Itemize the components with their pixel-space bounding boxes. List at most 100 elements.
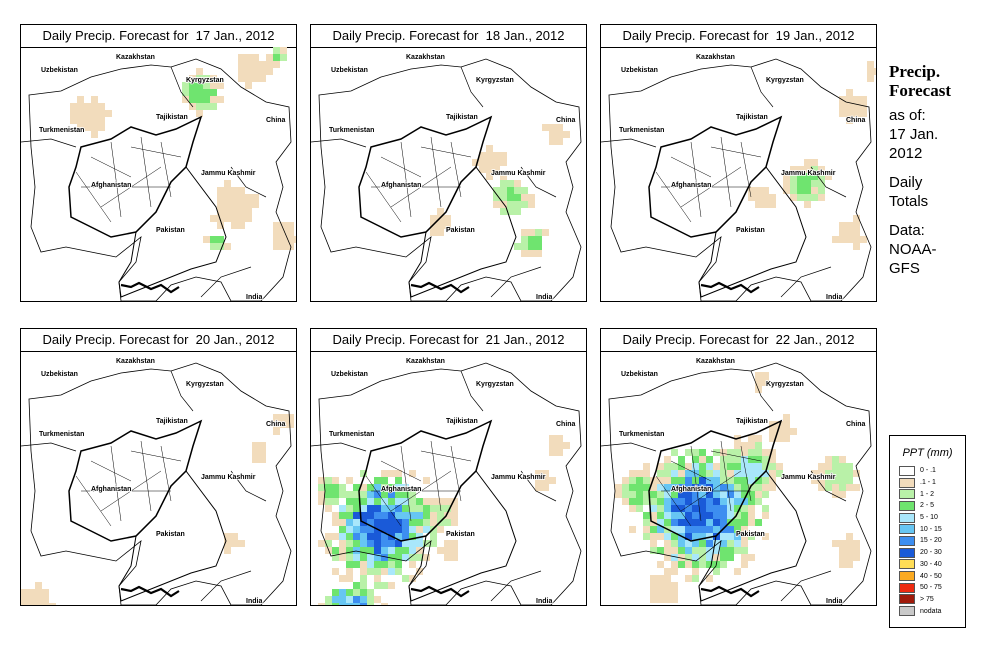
precip-cell — [563, 131, 570, 138]
precip-cell — [755, 463, 762, 470]
precip-cell — [811, 470, 818, 477]
heading-line-1: Precip. — [889, 62, 941, 81]
data-line-3: GFS — [889, 260, 920, 277]
country-label-afghanistan: Afghanistan — [381, 182, 421, 189]
precip-cell — [189, 75, 196, 82]
precip-cell — [741, 554, 748, 561]
secondary-borders — [601, 370, 847, 602]
precip-cell — [514, 180, 521, 187]
precip-cell — [493, 166, 500, 173]
precip-cell — [182, 96, 189, 103]
precip-cell — [650, 498, 657, 505]
precip-cell — [388, 547, 395, 554]
precip-cell — [860, 110, 867, 117]
precip-cell — [416, 505, 423, 512]
precip-cell — [381, 477, 388, 484]
precip-cell — [720, 498, 727, 505]
precip-cell — [346, 512, 353, 519]
secondary-borders — [601, 66, 847, 298]
precip-cell — [416, 498, 423, 505]
precip-cell — [451, 519, 458, 526]
province-line — [140, 440, 152, 512]
precip-cell — [245, 82, 252, 89]
precip-cell — [451, 540, 458, 547]
precip-cell — [762, 477, 769, 484]
precip-cell — [451, 505, 458, 512]
province-lines — [75, 136, 182, 223]
precip-cell — [664, 533, 671, 540]
country-label-tajikistan: Tajikistan — [736, 114, 768, 121]
precip-cell — [727, 554, 734, 561]
precip-cell — [437, 512, 444, 519]
precip-cell — [846, 554, 853, 561]
province-line — [680, 470, 742, 512]
precip-cell — [231, 222, 238, 229]
legend-label: 10 - 15 — [920, 525, 942, 533]
legend-label: > 75 — [920, 595, 934, 603]
afghanistan-border — [358, 115, 493, 238]
precip-cell — [650, 547, 657, 554]
precip-cell — [657, 505, 664, 512]
legend-item: .1 - 1 — [899, 477, 942, 489]
precip-cell — [664, 463, 671, 470]
precip-cell — [388, 498, 395, 505]
precip-cell — [402, 519, 409, 526]
country-label-india: India — [536, 294, 552, 301]
precip-cell — [367, 554, 374, 561]
precip-cell — [713, 512, 720, 519]
precip-cell — [678, 512, 685, 519]
precip-cell — [346, 547, 353, 554]
precip-cell — [657, 484, 664, 491]
as-of-label: as of: — [889, 107, 926, 124]
precip-cell — [423, 498, 430, 505]
precip-cell — [692, 449, 699, 456]
precip-cell — [273, 222, 280, 229]
precip-cell — [664, 491, 671, 498]
precip-cell — [430, 519, 437, 526]
precip-cell — [514, 187, 521, 194]
precip-cell — [762, 449, 769, 456]
coastline — [410, 281, 470, 294]
precip-cell — [196, 82, 203, 89]
legend-label: 5 - 10 — [920, 514, 938, 522]
precip-cell — [273, 61, 280, 68]
precip-cell — [790, 180, 797, 187]
precip-cell — [657, 498, 664, 505]
precip-cell — [706, 498, 713, 505]
legend-item: 15 - 20 — [899, 535, 942, 547]
precip-cell — [91, 124, 98, 131]
precip-cell — [374, 505, 381, 512]
precip-cell — [657, 519, 664, 526]
precip-cell — [339, 596, 346, 603]
precip-cell — [839, 110, 846, 117]
precip-cell — [189, 96, 196, 103]
country-label-tajikistan: Tajikistan — [156, 114, 188, 121]
country-label-india: India — [826, 598, 842, 605]
precip-cell — [657, 477, 664, 484]
country-label-china: China — [556, 421, 576, 428]
precip-cell — [643, 477, 650, 484]
precip-cell — [360, 526, 367, 533]
precip-cell — [678, 456, 685, 463]
country-label-kazakhstan: Kazakhstan — [406, 54, 445, 61]
precip-cell — [748, 554, 755, 561]
region-outline — [608, 58, 872, 301]
region-outline — [608, 362, 872, 605]
precip-cell — [196, 103, 203, 110]
country-label-tajikistan: Tajikistan — [156, 418, 188, 425]
country-label-jammu-kashmir: Jammu Kashmir — [781, 170, 836, 177]
precip-cell — [811, 159, 818, 166]
heading-line-2: Forecast — [889, 81, 951, 100]
precip-cell — [811, 173, 818, 180]
precip-cell — [381, 561, 388, 568]
precip-cell — [210, 103, 217, 110]
precip-cell — [416, 533, 423, 540]
precip-cell — [367, 589, 374, 596]
precip-cell — [636, 470, 643, 477]
precip-cell — [339, 554, 346, 561]
precip-cell — [769, 477, 776, 484]
precip-cell — [514, 208, 521, 215]
country-label-china: China — [846, 117, 866, 124]
precip-cell — [360, 470, 367, 477]
precip-cell — [853, 229, 860, 236]
